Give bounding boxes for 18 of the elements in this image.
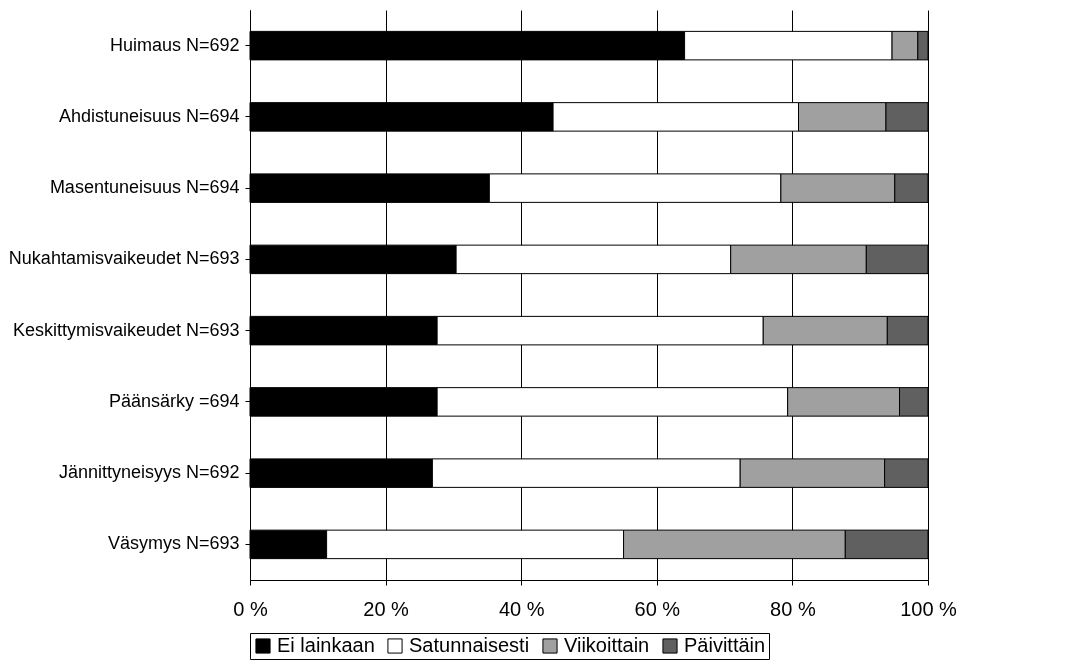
y-tick-label: Väsymys N=693 [107, 533, 240, 554]
x-tick-label: 0 % [233, 597, 268, 620]
y-tick-label: Nukahtamisvaikeudet N=693 [8, 248, 240, 269]
y-tick-label: Masentuneisuus N=694 [49, 177, 240, 198]
x-tick-label: 40 % [498, 597, 545, 620]
x-tick-label: 60 % [634, 597, 681, 620]
y-tick-label: Jännittyneisyys N=692 [58, 462, 240, 483]
legend-label: Satunnaisesti [409, 634, 530, 656]
legend-label: Päivittäin [684, 634, 766, 656]
y-tick-label: Huimaus N=692 [109, 34, 240, 55]
x-tick-label: 20 % [363, 597, 410, 620]
legend-label: Ei lainkaan [277, 634, 375, 656]
legend-label: Viikoittain [564, 634, 650, 656]
y-tick-label: Päänsärky =694 [108, 390, 240, 411]
y-tick-label: Ahdistuneisuus N=694 [58, 105, 240, 126]
y-tick-label: Keskittymisvaikeudet N=693 [12, 319, 240, 340]
x-tick-label: 80 % [770, 597, 816, 620]
x-tick-label: 100 % [900, 597, 958, 620]
